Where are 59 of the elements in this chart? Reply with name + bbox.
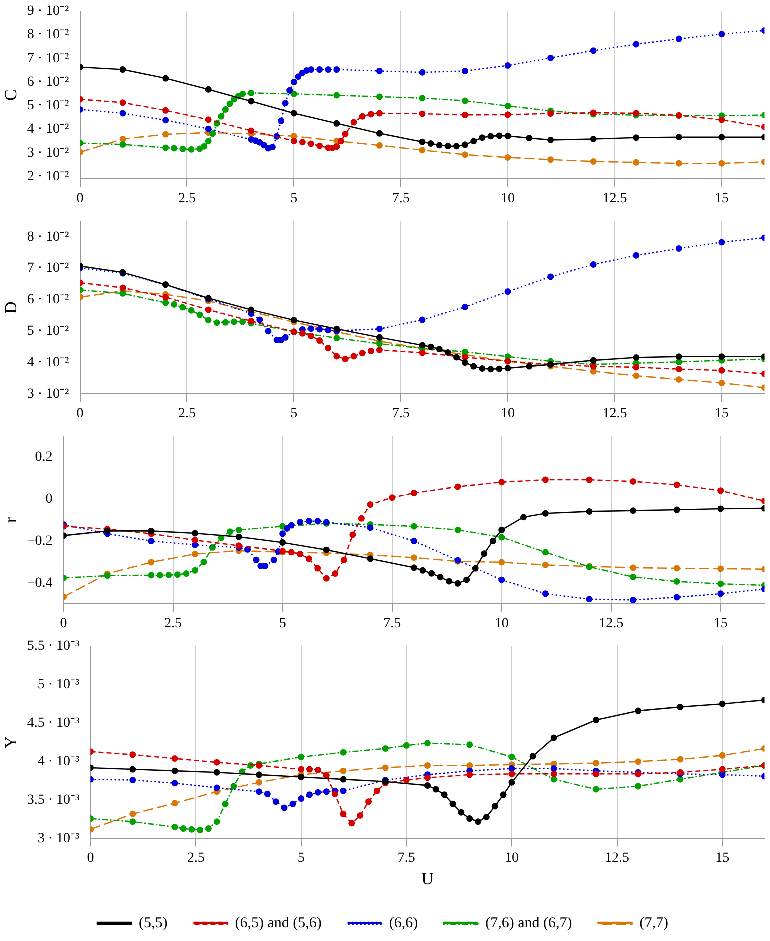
y-tick-label: 5 · 10⁻³ xyxy=(38,678,80,693)
y-tick-label: 7 · 10⁻² xyxy=(27,261,70,276)
y-tick-label: 3.5 · 10⁻³ xyxy=(27,792,80,808)
y-tick-label: 8 · 10⁻² xyxy=(27,28,70,43)
legend-label: (7,6) and (6,7) xyxy=(486,915,572,932)
y-tick-label: 8 · 10⁻² xyxy=(27,230,70,245)
x-tick-label: 15 xyxy=(714,406,729,422)
x-tick-label: 5 xyxy=(290,191,298,206)
y-tick-label: 0 xyxy=(46,492,53,507)
y-axis-title: r xyxy=(2,517,21,524)
x-tick-label: 15 xyxy=(714,191,729,206)
x-tick-label: 2.5 xyxy=(164,616,182,632)
x-tick-label: 7.5 xyxy=(384,616,402,632)
x-tick-label: 10 xyxy=(501,406,516,422)
y-tick-label: −0.2 xyxy=(27,534,53,549)
x-tick-label: 7.5 xyxy=(392,191,410,206)
x-tick-label: 10 xyxy=(494,616,509,632)
legend-label: (5,5) xyxy=(139,915,168,932)
y-tick-label: 3 · 10⁻² xyxy=(27,386,70,402)
x-axis-title: U xyxy=(422,869,434,888)
y-tick-label: −0.4 xyxy=(27,576,53,591)
legend-label: (7,7) xyxy=(640,915,669,932)
x-tick-label: 7.5 xyxy=(398,850,416,866)
y-axis-title: C xyxy=(2,90,21,101)
legend-label: (6,6) xyxy=(389,915,418,932)
x-tick-label: 15 xyxy=(716,850,730,866)
x-tick-label: 10 xyxy=(504,850,519,866)
y-tick-label: 3 · 10⁻² xyxy=(27,146,70,161)
y-tick-label: 4 · 10⁻³ xyxy=(38,754,80,770)
y-tick-label: 5.5 · 10⁻³ xyxy=(27,639,80,654)
y-tick-label: 7 · 10⁻² xyxy=(27,51,70,66)
y-tick-label: 5 · 10⁻² xyxy=(27,98,70,114)
x-tick-label: 0 xyxy=(87,850,94,866)
y-axis-title: D xyxy=(2,302,21,314)
y-tick-label: 6 · 10⁻² xyxy=(27,292,70,308)
y-tick-label: 4 · 10⁻² xyxy=(27,355,70,370)
legend-label: (6,5) and (5,6) xyxy=(235,915,322,932)
x-tick-label: 12.5 xyxy=(602,406,628,422)
y-tick-label: 5 · 10⁻² xyxy=(27,324,70,340)
x-tick-label: 2.5 xyxy=(187,850,205,866)
x-tick-label: 12.5 xyxy=(602,191,628,206)
x-tick-label: 5 xyxy=(290,406,298,422)
x-tick-label: 12.5 xyxy=(605,850,630,866)
x-tick-label: 5 xyxy=(279,616,286,632)
x-tick-label: 10 xyxy=(501,191,516,206)
x-tick-label: 15 xyxy=(714,616,728,632)
y-tick-label: 9 · 10⁻² xyxy=(27,4,70,20)
x-tick-label: 12.5 xyxy=(599,616,624,632)
y-tick-label: 3 · 10⁻³ xyxy=(38,831,80,846)
y-tick-label: 6 · 10⁻² xyxy=(27,74,70,90)
x-tick-label: 2.5 xyxy=(178,191,196,206)
x-tick-label: 7.5 xyxy=(392,406,410,422)
y-tick-label: 4.5 · 10⁻³ xyxy=(27,716,80,732)
x-tick-label: 5 xyxy=(298,850,305,866)
y-tick-label: 2 · 10⁻² xyxy=(27,170,70,185)
x-tick-label: 2.5 xyxy=(178,406,196,422)
y-tick-label: 0.2 xyxy=(35,450,53,466)
y-axis-title: Y xyxy=(2,736,21,749)
y-tick-label: 4 · 10⁻² xyxy=(27,122,70,138)
